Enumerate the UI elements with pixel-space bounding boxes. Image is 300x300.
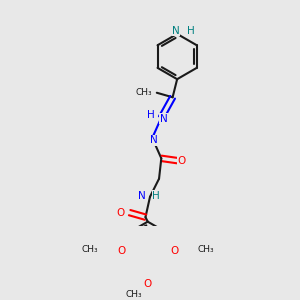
Text: N: N xyxy=(160,114,167,124)
Text: H: H xyxy=(147,110,155,120)
Text: CH₃: CH₃ xyxy=(136,88,152,97)
Text: O: O xyxy=(170,246,178,256)
Text: CH₃: CH₃ xyxy=(82,245,98,254)
Text: O: O xyxy=(144,279,152,289)
Text: CH₃: CH₃ xyxy=(125,290,142,298)
Text: O: O xyxy=(178,156,186,166)
Text: N: N xyxy=(149,135,157,145)
Text: H: H xyxy=(152,191,160,201)
Text: O: O xyxy=(117,208,125,218)
Text: N: N xyxy=(138,191,146,201)
Text: H: H xyxy=(187,26,195,35)
Text: O: O xyxy=(117,246,125,256)
Text: CH₃: CH₃ xyxy=(197,245,214,254)
Text: N: N xyxy=(172,26,180,35)
